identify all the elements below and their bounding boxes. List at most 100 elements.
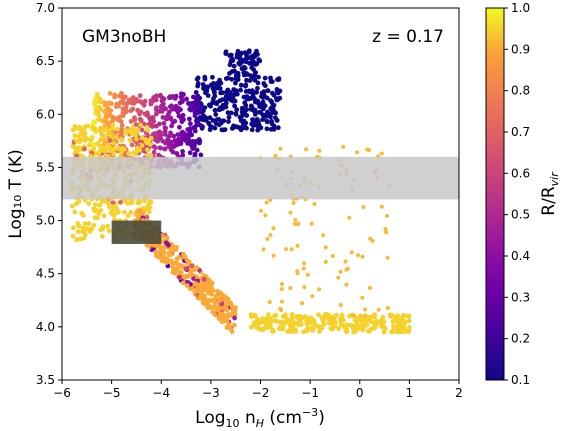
scatter-point xyxy=(72,209,78,215)
scatter-point xyxy=(229,69,235,74)
scatter-point xyxy=(227,62,233,68)
scatter-point xyxy=(104,115,110,120)
scatter-point xyxy=(187,116,192,122)
scatter-point xyxy=(248,324,254,330)
scatter-point xyxy=(163,125,169,131)
scatter-point xyxy=(107,138,113,144)
scatter-point xyxy=(310,318,316,323)
scatter-point xyxy=(336,275,341,280)
scatter-point xyxy=(170,260,175,266)
scatter-point xyxy=(291,201,296,205)
scatter-point xyxy=(164,235,170,241)
scatter-point xyxy=(285,329,290,334)
scatter-point xyxy=(244,107,250,112)
scatter-point xyxy=(264,118,270,124)
scatter-point xyxy=(246,49,252,55)
scatter-point xyxy=(122,107,128,113)
scatter-point xyxy=(127,137,133,143)
scatter-point xyxy=(233,111,239,117)
scatter-point xyxy=(265,237,270,241)
scatter-point xyxy=(139,211,145,216)
scatter-point xyxy=(271,226,276,231)
scatter-point xyxy=(161,120,167,126)
scatter-point xyxy=(270,106,276,111)
scatter-point xyxy=(205,93,211,98)
scatter-point xyxy=(269,119,274,124)
scatter-point xyxy=(250,56,255,61)
scatter-point xyxy=(114,210,120,216)
scatter-point xyxy=(177,270,183,275)
scatter-point xyxy=(191,143,196,148)
scatter-point xyxy=(167,252,173,258)
scatter-point xyxy=(70,225,76,231)
colorbar-tick-label: 0.2 xyxy=(511,332,530,346)
scatter-point xyxy=(113,104,119,109)
scatter-point xyxy=(106,228,112,234)
scatter-point xyxy=(189,263,195,269)
scatter-point xyxy=(100,226,105,232)
scatter-point xyxy=(168,139,174,145)
scatter-point xyxy=(223,94,229,99)
scatter-point xyxy=(309,221,314,226)
scatter-point xyxy=(268,98,273,103)
y-tick-label: 4.0 xyxy=(36,320,55,334)
scatter-point xyxy=(296,221,301,226)
scatter-point xyxy=(95,150,101,156)
scatter-point xyxy=(256,122,262,128)
plot-area xyxy=(61,7,460,381)
scatter-point xyxy=(367,148,371,153)
scatter-point xyxy=(144,125,150,130)
x-tick-label: −5 xyxy=(103,386,121,400)
y-tick-label: 7.0 xyxy=(36,1,55,15)
scatter-point xyxy=(212,125,218,131)
scatter-point xyxy=(321,233,326,238)
scatter-point xyxy=(255,80,261,86)
scatter-point xyxy=(268,75,273,81)
scatter-point xyxy=(188,126,193,131)
scatter-point xyxy=(251,67,256,72)
scatter-point xyxy=(180,280,186,286)
scatter-point xyxy=(74,125,79,131)
scatter-point xyxy=(119,147,125,153)
scatter-point xyxy=(145,147,150,153)
scatter-point xyxy=(338,269,343,274)
scatter-point xyxy=(180,112,186,118)
scatter-point xyxy=(74,237,80,243)
scatter-point xyxy=(220,106,226,111)
scatter-point xyxy=(148,101,154,107)
scatter-point xyxy=(195,75,201,81)
scatter-point xyxy=(96,113,102,118)
scatter-point xyxy=(221,118,227,124)
scatter-point xyxy=(92,215,98,221)
scatter-point xyxy=(278,146,283,151)
scatter-point xyxy=(216,107,222,113)
scatter-point xyxy=(310,325,315,331)
scatter-point xyxy=(128,209,134,215)
scatter-point xyxy=(242,57,248,62)
scatter-point xyxy=(128,108,134,114)
scatter-point xyxy=(265,88,271,93)
scatter-point xyxy=(254,98,260,104)
scatter-point xyxy=(69,203,75,209)
scatter-point xyxy=(390,319,396,324)
scatter-point xyxy=(163,240,169,246)
scatter-point xyxy=(273,110,278,116)
scatter-point xyxy=(349,250,354,255)
scatter-point xyxy=(234,107,240,113)
scatter-point xyxy=(122,209,127,215)
scatter-point xyxy=(111,204,116,210)
scatter-point xyxy=(317,287,322,292)
scatter-point xyxy=(212,312,218,318)
scatter-point xyxy=(394,318,400,324)
scatter-point xyxy=(107,91,113,96)
scatter-point xyxy=(202,86,208,92)
scatter-point xyxy=(201,113,207,119)
scatter-point xyxy=(226,114,232,120)
scatter-point xyxy=(195,81,201,86)
scatter-point xyxy=(133,150,139,155)
scatter-point xyxy=(184,132,190,138)
scatter-point xyxy=(233,124,239,129)
scatter-point xyxy=(243,89,249,94)
scatter-point xyxy=(252,320,257,325)
scatter-point xyxy=(331,318,337,323)
